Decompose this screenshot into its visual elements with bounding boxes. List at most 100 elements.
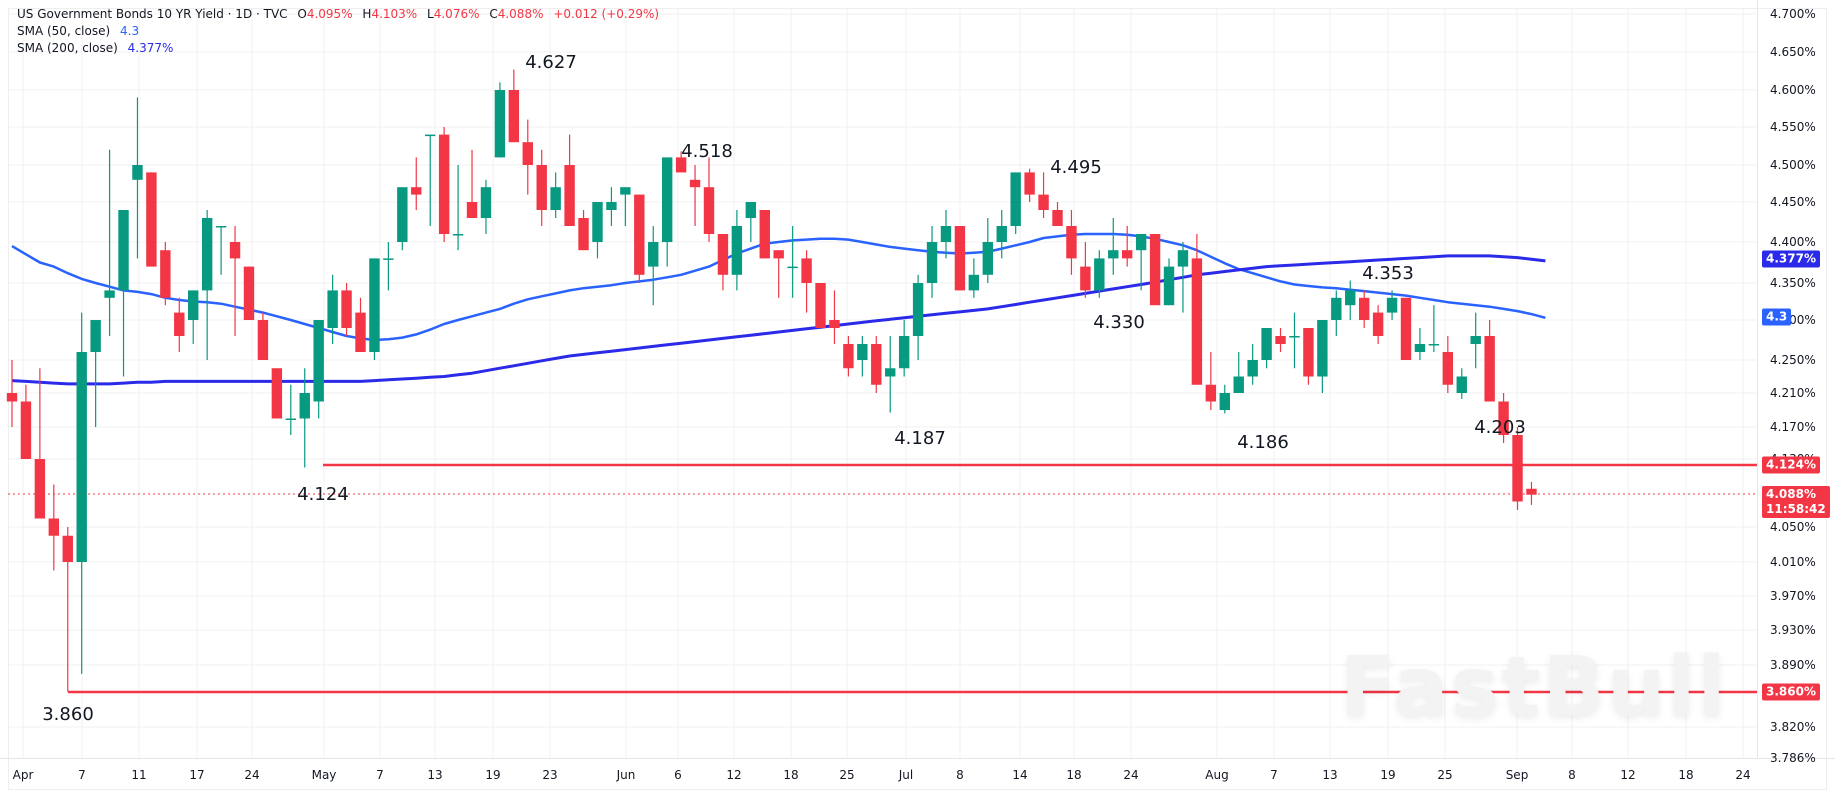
candle[interactable] (745, 202, 757, 242)
candle[interactable] (466, 149, 478, 218)
candle[interactable] (564, 134, 575, 226)
candle[interactable] (1149, 234, 1161, 306)
candle[interactable] (522, 119, 533, 195)
candle[interactable] (494, 82, 506, 158)
candle[interactable] (1191, 234, 1203, 385)
candle[interactable] (174, 297, 185, 352)
candle[interactable] (201, 210, 213, 360)
candle[interactable] (438, 127, 450, 242)
candle[interactable] (634, 194, 645, 283)
legend-symbol-row[interactable]: US Government Bonds 10 YR Yield · 1D · T… (17, 6, 659, 23)
candle[interactable] (452, 165, 464, 251)
candle[interactable] (62, 527, 73, 692)
candle[interactable] (1526, 481, 1537, 505)
candle[interactable] (536, 149, 547, 226)
candle[interactable] (1024, 168, 1035, 202)
candle[interactable] (857, 336, 868, 377)
candle[interactable] (620, 187, 631, 226)
candle[interactable] (188, 290, 199, 344)
candle[interactable] (215, 226, 227, 275)
candle[interactable] (104, 149, 115, 336)
candle[interactable] (1456, 368, 1467, 399)
candle[interactable] (6, 360, 18, 427)
candle[interactable] (1484, 320, 1495, 402)
candle[interactable] (118, 210, 129, 377)
candle[interactable] (606, 187, 617, 226)
candle[interactable] (982, 218, 993, 283)
candle[interactable] (717, 234, 729, 291)
candle[interactable] (1177, 242, 1189, 313)
candle[interactable] (940, 210, 952, 259)
candle[interactable] (1317, 320, 1328, 393)
candle[interactable] (1345, 280, 1356, 320)
candle[interactable] (1442, 336, 1454, 393)
candle[interactable] (271, 368, 283, 419)
candle[interactable] (1052, 202, 1063, 226)
candle[interactable] (285, 384, 296, 435)
candle[interactable] (1372, 305, 1384, 344)
candle[interactable] (34, 368, 46, 519)
candle[interactable] (703, 157, 715, 242)
candle[interactable] (1247, 344, 1258, 385)
candle[interactable] (843, 336, 854, 377)
candle[interactable] (1108, 218, 1119, 275)
candle[interactable] (787, 226, 798, 298)
candle[interactable] (20, 384, 32, 459)
candle[interactable] (1400, 297, 1412, 360)
candle[interactable] (1261, 328, 1272, 369)
candle[interactable] (898, 320, 910, 377)
candle[interactable] (76, 312, 87, 674)
candle[interactable] (411, 157, 422, 210)
candle[interactable] (1094, 250, 1105, 298)
candle[interactable] (257, 312, 269, 360)
candle[interactable] (1512, 427, 1523, 510)
candle[interactable] (48, 484, 60, 571)
candle[interactable] (829, 290, 840, 344)
candle[interactable] (1219, 384, 1230, 414)
candle[interactable] (1358, 290, 1370, 328)
candle[interactable] (815, 283, 826, 328)
candle[interactable] (689, 165, 701, 226)
candle[interactable] (954, 226, 966, 291)
candle[interactable] (1038, 172, 1049, 218)
candle[interactable] (1163, 258, 1175, 306)
candle[interactable] (90, 320, 101, 427)
candle[interactable] (1010, 172, 1021, 234)
candle[interactable] (1498, 393, 1509, 443)
candle[interactable] (1233, 352, 1244, 393)
candle[interactable] (578, 210, 589, 251)
candle[interactable] (1470, 312, 1481, 369)
candle[interactable] (1066, 210, 1077, 275)
candle[interactable] (1275, 328, 1286, 352)
candle[interactable] (1386, 290, 1398, 320)
candle[interactable] (146, 172, 157, 267)
candle[interactable] (299, 368, 310, 468)
candle[interactable] (801, 250, 812, 313)
candle[interactable] (1080, 242, 1091, 298)
candle[interactable] (968, 258, 980, 298)
candle[interactable] (1303, 328, 1314, 385)
candle[interactable] (885, 336, 896, 413)
candle[interactable] (675, 151, 687, 173)
candle[interactable] (132, 97, 143, 259)
candle[interactable] (369, 258, 380, 360)
candle[interactable] (160, 242, 171, 306)
candle[interactable] (1428, 305, 1440, 352)
legend-sma200-row[interactable]: SMA (200, close) 4.377% (17, 40, 659, 57)
candle[interactable] (229, 226, 241, 336)
candle[interactable] (1289, 312, 1300, 369)
candle[interactable] (313, 320, 324, 419)
candle[interactable] (1205, 352, 1217, 410)
candle[interactable] (773, 250, 784, 298)
candle[interactable] (661, 157, 673, 267)
candle[interactable] (397, 187, 408, 251)
candle[interactable] (731, 210, 743, 291)
candle[interactable] (996, 210, 1007, 259)
candle[interactable] (341, 283, 352, 336)
candle[interactable] (425, 134, 436, 226)
candle[interactable] (759, 210, 770, 259)
candle[interactable] (243, 266, 255, 320)
legend-sma50-row[interactable]: SMA (50, close) 4.3 (17, 23, 659, 40)
candle[interactable] (592, 202, 603, 259)
